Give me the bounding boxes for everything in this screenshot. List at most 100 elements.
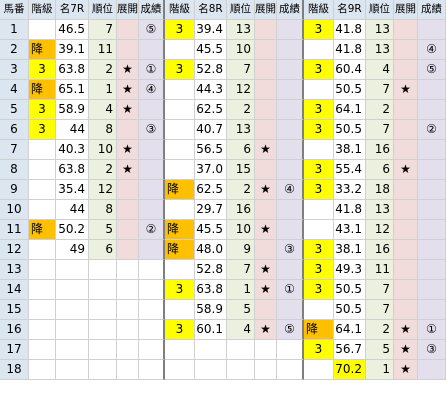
tier-cell[interactable] [165, 80, 195, 100]
header-cell[interactable]: 成績 [139, 0, 165, 20]
development-cell[interactable] [117, 180, 139, 200]
tier-cell[interactable] [29, 200, 56, 220]
development-cell[interactable] [255, 160, 277, 180]
result-cell[interactable]: ⑤ [418, 60, 446, 80]
score-cell[interactable]: 62.5 [195, 100, 227, 120]
rank-cell[interactable]: 7 [227, 60, 255, 80]
horse-number-cell[interactable]: 12 [0, 240, 29, 260]
horse-number-cell[interactable]: 11 [0, 220, 29, 240]
score-cell[interactable]: 50.5 [334, 300, 366, 320]
score-cell[interactable] [56, 320, 89, 340]
score-cell[interactable]: 46.5 [56, 20, 89, 40]
result-cell[interactable] [277, 260, 304, 280]
tier-cell[interactable] [165, 100, 195, 120]
score-cell[interactable]: 63.8 [56, 160, 89, 180]
score-cell[interactable]: 43.1 [334, 220, 366, 240]
rank-cell[interactable]: 2 [366, 320, 394, 340]
rank-cell[interactable]: 1 [89, 80, 117, 100]
tier-cell[interactable] [165, 200, 195, 220]
rank-cell[interactable]: 16 [366, 240, 394, 260]
rank-cell[interactable]: 9 [227, 240, 255, 260]
tier-cell[interactable]: 3 [29, 100, 56, 120]
development-cell[interactable]: ★ [255, 320, 277, 340]
horse-number-cell[interactable]: 16 [0, 320, 29, 340]
tier-cell[interactable] [165, 40, 195, 60]
rank-cell[interactable]: 2 [227, 180, 255, 200]
header-cell[interactable]: 成績 [277, 0, 304, 20]
result-cell[interactable]: ① [277, 280, 304, 300]
horse-number-cell[interactable]: 2 [0, 40, 29, 60]
rank-cell[interactable]: 13 [366, 200, 394, 220]
development-cell[interactable] [255, 40, 277, 60]
score-cell[interactable]: 33.2 [334, 180, 366, 200]
development-cell[interactable]: ★ [394, 80, 418, 100]
development-cell[interactable]: ★ [255, 260, 277, 280]
rank-cell[interactable]: 5 [366, 340, 394, 360]
rank-cell[interactable]: 7 [366, 120, 394, 140]
horse-number-cell[interactable]: 8 [0, 160, 29, 180]
header-cell[interactable]: 展開 [394, 0, 418, 20]
development-cell[interactable] [394, 280, 418, 300]
score-cell[interactable]: 41.8 [334, 200, 366, 220]
result-cell[interactable] [277, 220, 304, 240]
tier-cell[interactable]: 3 [29, 60, 56, 80]
header-cell[interactable]: 階級 [304, 0, 334, 20]
result-cell[interactable] [139, 280, 165, 300]
rank-cell[interactable]: 2 [366, 100, 394, 120]
result-cell[interactable] [418, 160, 446, 180]
result-cell[interactable] [139, 200, 165, 220]
rank-cell[interactable]: 7 [89, 20, 117, 40]
tier-cell[interactable] [165, 140, 195, 160]
tier-cell[interactable]: 3 [165, 60, 195, 80]
tier-cell[interactable] [165, 260, 195, 280]
result-cell[interactable] [277, 200, 304, 220]
development-cell[interactable] [394, 220, 418, 240]
rank-cell[interactable]: 6 [227, 140, 255, 160]
tier-cell[interactable] [29, 160, 56, 180]
development-cell[interactable] [117, 300, 139, 320]
tier-cell[interactable] [29, 260, 56, 280]
result-cell[interactable]: ③ [139, 120, 165, 140]
development-cell[interactable] [255, 80, 277, 100]
result-cell[interactable] [139, 340, 165, 360]
header-cell[interactable]: 成績 [418, 0, 446, 20]
development-cell[interactable]: ★ [255, 180, 277, 200]
development-cell[interactable]: ★ [255, 220, 277, 240]
development-cell[interactable] [117, 120, 139, 140]
tier-cell[interactable] [29, 280, 56, 300]
tier-cell[interactable] [29, 300, 56, 320]
result-cell[interactable] [139, 100, 165, 120]
score-cell[interactable]: 70.2 [334, 360, 366, 380]
development-cell[interactable] [255, 20, 277, 40]
development-cell[interactable] [394, 20, 418, 40]
score-cell[interactable]: 41.8 [334, 40, 366, 60]
development-cell[interactable] [117, 340, 139, 360]
horse-number-cell[interactable]: 10 [0, 200, 29, 220]
development-cell[interactable] [255, 200, 277, 220]
rank-cell[interactable]: 18 [366, 180, 394, 200]
rank-cell[interactable]: 2 [89, 160, 117, 180]
tier-cell[interactable] [304, 40, 334, 60]
development-cell[interactable] [394, 120, 418, 140]
result-cell[interactable]: ④ [139, 80, 165, 100]
rank-cell[interactable]: 15 [227, 160, 255, 180]
development-cell[interactable]: ★ [394, 340, 418, 360]
rank-cell[interactable]: 8 [89, 120, 117, 140]
result-cell[interactable] [277, 40, 304, 60]
rank-cell[interactable] [89, 360, 117, 380]
score-cell[interactable]: 56.7 [334, 340, 366, 360]
header-cell[interactable]: 階級 [165, 0, 195, 20]
score-cell[interactable]: 58.9 [56, 100, 89, 120]
score-cell[interactable]: 35.4 [56, 180, 89, 200]
development-cell[interactable] [394, 260, 418, 280]
horse-number-cell[interactable]: 14 [0, 280, 29, 300]
score-cell[interactable]: 44.3 [195, 80, 227, 100]
result-cell[interactable]: ① [139, 60, 165, 80]
score-cell[interactable]: 65.1 [56, 80, 89, 100]
horse-number-cell[interactable]: 9 [0, 180, 29, 200]
tier-cell[interactable]: 3 [304, 340, 334, 360]
result-cell[interactable] [418, 300, 446, 320]
score-cell[interactable]: 39.4 [195, 20, 227, 40]
score-cell[interactable]: 50.5 [334, 280, 366, 300]
tier-cell[interactable]: 3 [304, 120, 334, 140]
